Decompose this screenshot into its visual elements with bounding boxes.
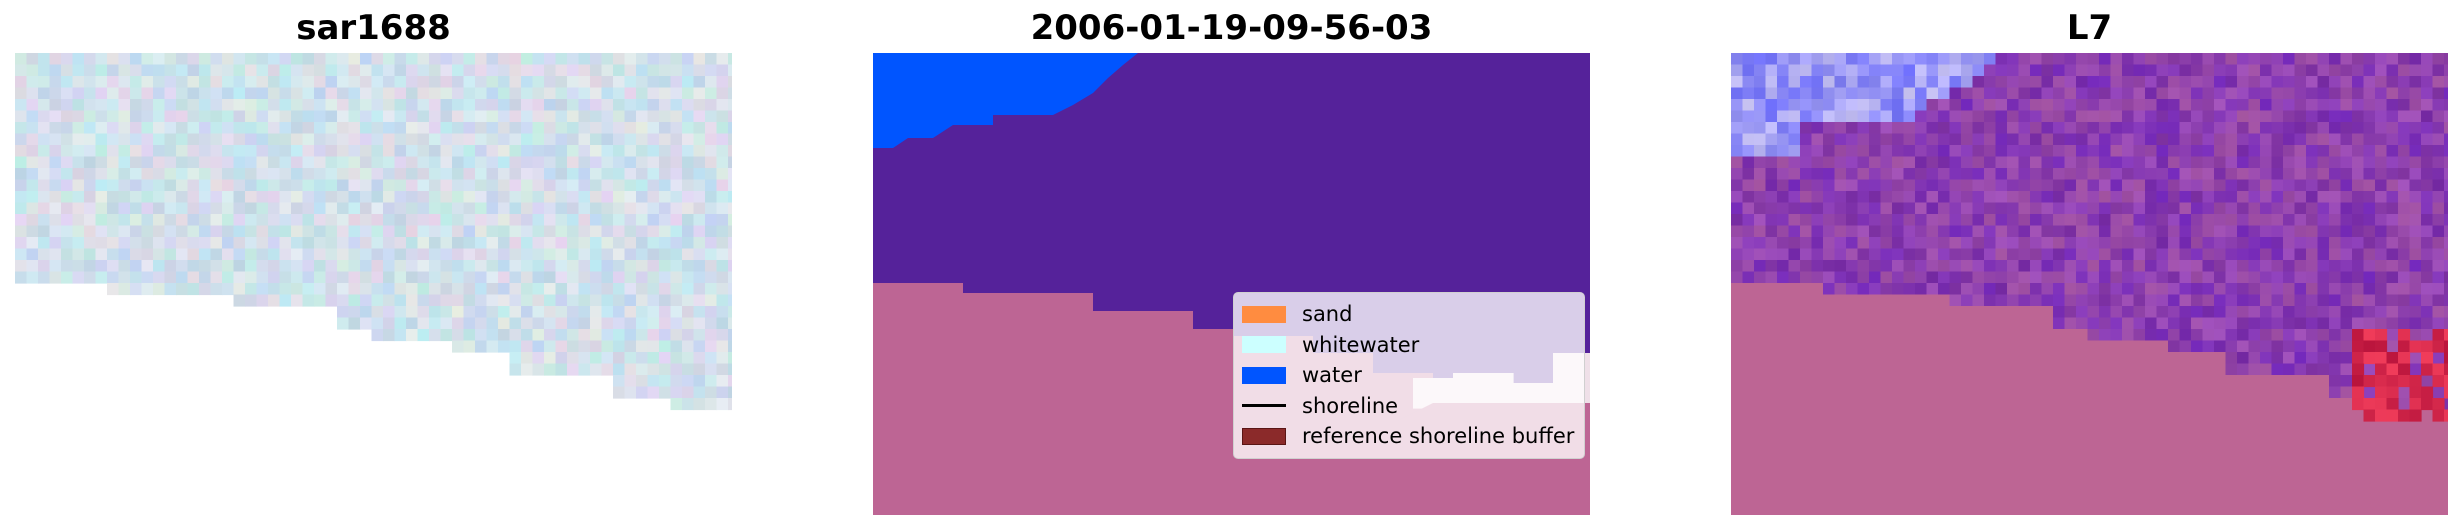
reference-buffer-pixel xyxy=(2375,398,2388,411)
reference-buffer-pixel xyxy=(2421,363,2434,376)
reference-buffer-pixel xyxy=(2432,409,2445,422)
reference-buffer-pixel xyxy=(2409,386,2422,399)
panel-overlay: L7 xyxy=(1716,0,2460,529)
reference-buffer-pixel xyxy=(2421,340,2434,353)
reference-buffer-pixel xyxy=(2432,329,2445,342)
reference-buffer-pixel xyxy=(2363,340,2376,353)
reference-buffer-pixel xyxy=(2386,409,2399,422)
rgb-image-canvas xyxy=(15,53,732,411)
reference-buffer-pixel xyxy=(2444,329,2448,342)
legend-item-shoreline: shoreline xyxy=(1242,391,1574,422)
reference-buffer-pixel xyxy=(2375,409,2388,422)
legend-item-water: water xyxy=(1242,360,1574,391)
legend-label-water: water xyxy=(1302,363,1362,388)
reference-buffer-pixel xyxy=(2421,352,2434,365)
panel-title-classified: 2006-01-19-09-56-03 xyxy=(1030,8,1433,48)
reference-buffer-pixel xyxy=(2409,340,2422,353)
reference-buffer-pixel xyxy=(2375,386,2388,399)
legend-item-sand: sand xyxy=(1242,299,1574,330)
reference-buffer-pixel xyxy=(2352,363,2365,376)
reference-buffer-pixel xyxy=(2363,375,2376,388)
reference-buffer-pixel xyxy=(2398,409,2411,422)
reference-buffer-pixel xyxy=(2363,398,2376,411)
legend-item-reference-buffer: reference shoreline buffer xyxy=(1242,421,1574,452)
overlay-pixels xyxy=(1731,53,2448,515)
reference-buffer-pixel xyxy=(2432,375,2445,388)
panel-rgb: sar1688 xyxy=(0,0,760,529)
legend-item-whitewater: whitewater xyxy=(1242,330,1574,361)
reference-buffer-pixel xyxy=(2386,375,2399,388)
reference-buffer-pixel xyxy=(2352,386,2365,399)
reference-buffer-pixel xyxy=(2409,375,2422,388)
legend-swatch-shoreline xyxy=(1242,404,1286,408)
reference-buffer-pixel xyxy=(2386,363,2399,376)
reference-buffer-pixel xyxy=(2375,340,2388,353)
reference-buffer-pixel xyxy=(2398,363,2411,376)
legend-swatch-water xyxy=(1242,366,1286,384)
reference-buffer-pixel xyxy=(2375,363,2388,376)
legend-swatch-whitewater xyxy=(1242,336,1286,354)
overlay-image xyxy=(1731,53,2448,515)
panel-title-rgb: sar1688 xyxy=(296,8,451,48)
reference-buffer-pixel xyxy=(2444,363,2448,376)
reference-buffer-pixel xyxy=(2363,329,2376,342)
reference-buffer-pixel xyxy=(2363,409,2376,422)
reference-buffer-pixel xyxy=(2375,352,2388,365)
legend-label-whitewater: whitewater xyxy=(1302,332,1420,357)
legend-swatch-reference-buffer xyxy=(1242,427,1286,445)
reference-buffer-pixel xyxy=(2386,352,2399,365)
rgb-pixels xyxy=(15,53,732,411)
reference-buffer-pixel xyxy=(2363,352,2376,365)
reference-buffer-pixel xyxy=(2386,398,2399,411)
reference-buffer-pixel xyxy=(2398,340,2411,353)
reference-buffer-pixel xyxy=(2352,329,2365,342)
reference-buffer-pixel xyxy=(2409,398,2422,411)
reference-buffer-pixel xyxy=(2432,398,2445,411)
reference-buffer-pixel xyxy=(2352,375,2365,388)
reference-buffer-pixel xyxy=(2444,409,2448,422)
reference-buffer-pixel xyxy=(2421,398,2434,411)
panel-classified: 2006-01-19-09-56-03 sand whitewater wate… xyxy=(858,0,1618,529)
reference-buffer-pixel xyxy=(2444,340,2448,353)
legend-swatch-sand xyxy=(1242,305,1286,323)
legend: sand whitewater water shoreline referenc… xyxy=(1233,292,1586,459)
overlay-image-canvas xyxy=(1731,53,2448,515)
legend-label-sand: sand xyxy=(1302,302,1353,327)
reference-buffer-pixel xyxy=(2444,375,2448,388)
reference-buffer-pixel xyxy=(2375,375,2388,388)
reference-buffer-pixel xyxy=(2432,340,2445,353)
reference-buffer-pixel xyxy=(2444,386,2448,399)
panel-title-overlay: L7 xyxy=(2066,8,2113,48)
legend-label-reference-buffer: reference shoreline buffer xyxy=(1302,424,1575,449)
reference-buffer-pixel xyxy=(2398,329,2411,342)
reference-buffer-pixel xyxy=(2398,352,2411,365)
reference-buffer-pixel xyxy=(2444,352,2448,365)
reference-buffer-pixel xyxy=(2421,386,2434,399)
water-region xyxy=(873,53,1138,148)
reference-buffer-pixel xyxy=(2352,340,2365,353)
reference-buffer-pixel xyxy=(2386,386,2399,399)
reference-buffer-pixel xyxy=(2409,409,2422,422)
rgb-image xyxy=(15,53,732,515)
legend-label-shoreline: shoreline xyxy=(1302,393,1399,418)
reference-buffer-pixel xyxy=(2432,363,2445,376)
reference-buffer-pixel xyxy=(2398,375,2411,388)
reference-buffer-pixel xyxy=(2352,398,2365,411)
reference-buffer-pixel xyxy=(2352,352,2365,365)
reference-buffer-pixel xyxy=(2375,329,2388,342)
